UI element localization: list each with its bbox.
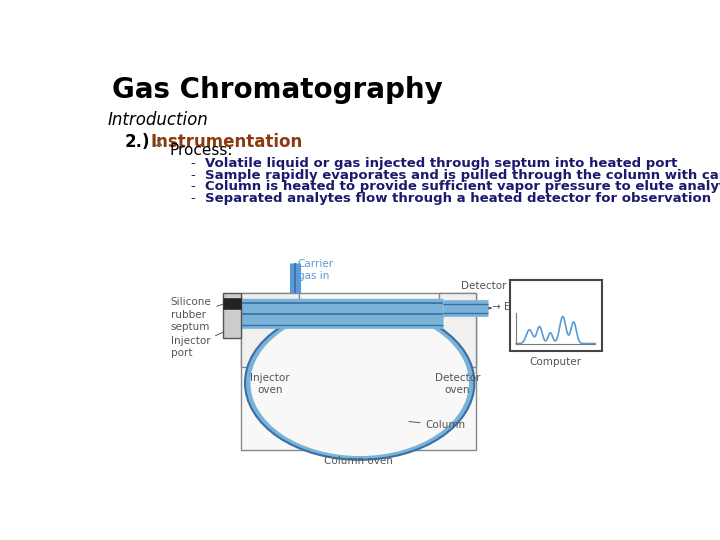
Bar (223, 298, 241, 309)
Text: Detector: Detector (462, 281, 507, 291)
Text: Column: Column (409, 420, 466, 430)
Text: Injector
port: Injector port (171, 329, 230, 358)
Bar (241, 293, 300, 367)
Ellipse shape (299, 342, 421, 423)
Text: Silicone
rubber
septum: Silicone rubber septum (171, 298, 230, 332)
Ellipse shape (274, 326, 445, 440)
Text: Column is heated to provide sufficient vapor pressure to elute analytes: Column is heated to provide sufficient v… (204, 180, 720, 193)
Text: Process:: Process: (170, 143, 233, 158)
Text: Sample rapidly evaporates and is pulled through the column with carrier gas: Sample rapidly evaporates and is pulled … (204, 168, 720, 182)
Text: Carrier
gas in: Carrier gas in (297, 259, 334, 281)
Text: Column oven: Column oven (324, 456, 393, 466)
Text: Detector
oven: Detector oven (435, 373, 480, 395)
Text: Injector
oven: Injector oven (251, 373, 290, 395)
Bar (510, 280, 601, 351)
Text: Separated analytes flow through a heated detector for observation: Separated analytes flow through a heated… (204, 192, 711, 205)
Ellipse shape (294, 340, 425, 426)
Text: 2.): 2.) (125, 132, 150, 151)
Text: Computer: Computer (530, 357, 582, 367)
Text: Gas Chromatography: Gas Chromatography (112, 76, 443, 104)
Bar (241, 294, 476, 450)
Text: Volatile liquid or gas injected through septum into heated port: Volatile liquid or gas injected through … (204, 157, 677, 170)
Text: -: - (190, 180, 194, 193)
Ellipse shape (270, 323, 449, 443)
Text: -: - (190, 157, 194, 170)
Text: Instrumentation: Instrumentation (150, 132, 302, 151)
Bar (438, 293, 476, 367)
Ellipse shape (251, 309, 469, 456)
Text: -: - (190, 192, 194, 205)
Ellipse shape (245, 306, 474, 460)
Text: Introduction: Introduction (107, 111, 208, 129)
Bar (223, 293, 241, 338)
Text: -: - (190, 168, 194, 182)
Text: → Exit: → Exit (492, 302, 524, 312)
